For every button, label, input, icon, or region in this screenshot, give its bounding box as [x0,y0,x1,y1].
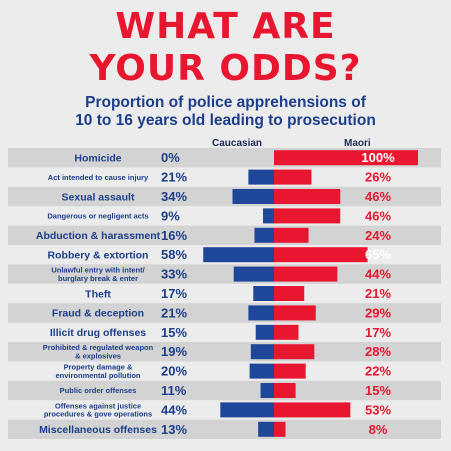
category-label: Fraud & deception [52,308,144,320]
caucasian-bar [248,169,274,185]
column-header-caucasian: Caucasian [212,138,263,149]
caucasian-bar [248,305,274,321]
maori-bar [274,402,351,418]
caucasian-value-label: 0% [161,150,180,165]
maori-value-label: 28% [365,344,391,359]
maori-bar [274,324,299,340]
caucasian-bar [232,189,274,204]
caucasian-value-label: 34% [161,189,187,204]
caucasian-bar [258,421,274,437]
maori-value-label: 65% [365,247,391,262]
maori-bar [274,421,286,437]
caucasian-bar [203,247,274,263]
maori-value-label: 53% [365,402,391,417]
caucasian-value-label: 9% [161,208,180,223]
row-stripe [8,419,441,439]
maori-value-label: 15% [365,383,391,398]
maori-value-label: 26% [365,170,391,185]
maori-value-label: 17% [365,325,391,340]
category-label: Homicide [74,152,121,164]
caucasian-value-label: 19% [161,344,187,359]
category-label: Theft [85,288,111,300]
title-line-1: WHAT ARE [115,6,336,47]
maori-bar [274,286,305,301]
subtitle-line-1: Proportion of police apprehensions of [85,94,366,111]
maori-value-label: 46% [365,208,391,223]
maori-bar [274,227,309,243]
category-label: Act intended to cause injury [48,173,149,182]
category-label-line: procedures & gove operations [44,410,152,419]
category-label-line: environmental pollution [55,371,140,380]
caucasian-value-label: 20% [161,364,187,379]
caucasian-value-label: 11% [161,383,187,398]
caucasian-bar [254,227,274,243]
maori-value-label: 21% [365,286,391,301]
caucasian-value-label: 13% [161,422,187,437]
caucasian-bar [253,286,274,301]
caucasian-value-label: 16% [161,228,187,243]
caucasian-bar [220,402,274,418]
maori-value-label: 100% [361,150,395,165]
caucasian-bar [260,383,274,398]
maori-bar [274,344,315,360]
category-label: Unlawful entry with intent/burglary brea… [51,266,145,283]
maori-bar [274,266,338,282]
maori-value-label: 22% [365,364,391,379]
category-label-line: Property damage & [64,363,133,372]
maori-bar [274,247,368,263]
maori-value-label: 29% [365,305,391,320]
category-label: Dangerous or negligent acts [47,212,148,221]
category-label: Abduction & harassment [36,230,161,242]
maori-value-label: 8% [369,422,388,437]
maori-bar [274,383,296,398]
category-label: Prohibited & regulated weapon & explosive… [43,343,154,360]
caucasian-value-label: 58% [161,247,187,262]
caucasian-value-label: 21% [161,305,187,320]
category-label: Robbery & extortion [48,249,149,261]
caucasian-value-label: 33% [161,267,187,282]
maori-bar [274,363,306,379]
category-label-line: Unlawful entry with intent/ [51,266,145,275]
category-label: Public order offenses [60,386,137,395]
caucasian-value-label: 17% [161,286,187,301]
category-label: Miscellaneous offenses [39,424,157,436]
maori-bar [274,169,312,185]
maori-bar [274,305,316,321]
category-label: Property damage & environmental pollution [55,363,140,380]
category-label-line: Offenses against justice [55,401,141,410]
row-stripe [8,225,441,245]
title-line-2: YOUR ODDS? [89,48,362,89]
caucasian-bar [250,344,274,360]
caucasian-bar [233,266,274,282]
maori-value-label: 44% [365,267,391,282]
caucasian-bar [255,324,274,340]
category-label-line: & explosives [75,351,121,360]
maori-value-label: 46% [365,189,391,204]
column-header-maori: Maori [344,138,371,149]
maori-bar [274,208,341,224]
row-stripe [8,380,441,401]
subtitle-line-2: 10 to 16 years old leading to prosecutio… [75,112,376,129]
maori-value-label: 24% [365,228,391,243]
caucasian-bar [263,208,274,224]
category-label: Offenses against justice procedures & gov… [44,401,152,418]
category-label: Sexual assault [62,191,135,203]
maori-bar [274,189,341,204]
caucasian-value-label: 44% [161,402,187,417]
caucasian-value-label: 15% [161,325,187,340]
maori-bar [274,150,418,166]
category-label-line: Prohibited & regulated weapon [43,343,154,352]
category-label-line: burglary break & enter [58,274,138,283]
category-label: Illicit drug offenses [50,327,146,339]
caucasian-bar [249,363,274,379]
row-stripe [8,342,441,362]
caucasian-value-label: 21% [161,170,187,185]
row-stripe [8,303,441,323]
